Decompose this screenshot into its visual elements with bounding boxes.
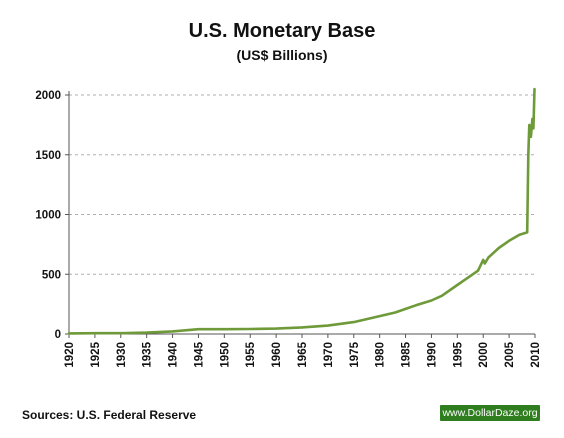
chart-subtitle: (US$ Billions) <box>236 47 328 63</box>
series-line-0 <box>67 87 536 335</box>
y-tick-label: 1500 <box>35 150 61 162</box>
y-tick-label: 1000 <box>35 210 61 222</box>
source-note: Sources: U.S. Federal Reserve <box>22 408 197 422</box>
x-tick-label: 1990 <box>426 342 438 368</box>
x-tick-label: 1940 <box>168 342 180 368</box>
website-badge: www.DollarDaze.org <box>440 405 540 421</box>
x-tick-label: 1920 <box>64 342 76 368</box>
y-tick-label: 2000 <box>35 90 61 102</box>
x-tick-label: 1950 <box>219 342 231 368</box>
x-tick-label: 1980 <box>375 342 387 368</box>
x-tick-label: 1970 <box>323 342 335 368</box>
x-tick-label: 1925 <box>90 341 102 367</box>
y-tick-label: 500 <box>42 269 61 281</box>
x-tick-label: 1945 <box>193 341 205 367</box>
x-tick-label: 2005 <box>504 341 516 367</box>
x-tick-label: 1965 <box>297 341 309 367</box>
x-tick-label: 1960 <box>271 342 283 368</box>
chart-title: U.S. Monetary Base <box>188 20 376 42</box>
x-tick-label: 1935 <box>142 341 154 367</box>
x-tick-label: 2000 <box>478 342 490 368</box>
y-tick-label: 0 <box>55 329 61 341</box>
x-tick-label: 1955 <box>245 341 257 367</box>
x-tick-label: 1930 <box>116 342 128 368</box>
x-tick-label: 2010 <box>530 342 542 368</box>
x-tick-label: 1975 <box>349 341 361 367</box>
x-tick-label: 1995 <box>452 341 464 367</box>
x-tick-label: 1985 <box>401 341 413 367</box>
